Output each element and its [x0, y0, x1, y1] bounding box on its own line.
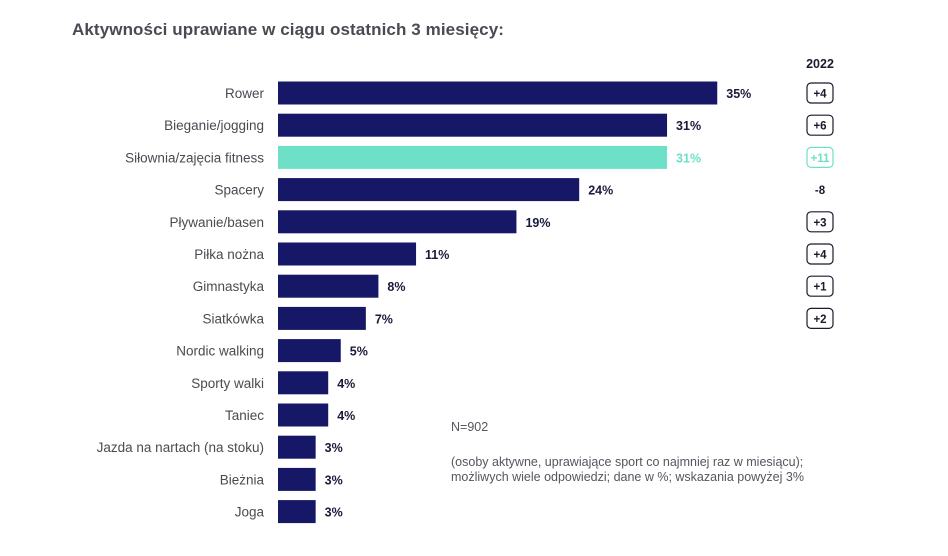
bar — [278, 242, 417, 266]
change-badge-box — [806, 82, 834, 104]
change-badge-box — [806, 146, 834, 168]
value-label: 3% — [325, 441, 343, 455]
category-label: Siatkówka — [202, 311, 264, 326]
bar — [278, 371, 329, 395]
bar — [278, 178, 580, 202]
bar — [278, 274, 379, 298]
bar — [278, 210, 517, 234]
category-label: Jazda na nartach (na stoku) — [97, 440, 264, 455]
category-label: Bieganie/jogging — [164, 118, 264, 133]
change-label: +3 — [813, 217, 826, 229]
bar — [278, 145, 668, 169]
category-label: Pływanie/basen — [169, 215, 264, 230]
value-label: 31% — [676, 151, 701, 165]
bar — [278, 306, 366, 330]
value-label: 3% — [325, 506, 343, 520]
value-label: 4% — [337, 409, 355, 423]
value-label: 4% — [337, 377, 355, 391]
bar-rows: Rower 35% +4 Bieganie/jogging 31% +6 Siłownia/… — [97, 81, 834, 524]
change-label: +4 — [813, 250, 827, 262]
change-label: +1 — [813, 282, 827, 294]
category-label: Rower — [225, 86, 265, 101]
category-label: Gimnastyka — [193, 279, 265, 294]
change-badge-box — [806, 275, 834, 297]
category-label: Joga — [235, 505, 265, 520]
value-label: 24% — [588, 184, 613, 198]
note-description: (osoby aktywne, uprawiające sport co naj… — [451, 455, 804, 484]
value-label: 5% — [350, 345, 368, 359]
sample-size: N=902 — [451, 420, 489, 434]
category-label: Bieżnia — [220, 472, 265, 487]
bar — [278, 435, 316, 459]
value-label: 35% — [726, 87, 751, 101]
bar — [278, 81, 718, 105]
category-label: Taniec — [225, 408, 264, 423]
category-label: Sporty walki — [191, 376, 264, 391]
bar — [278, 113, 668, 137]
change-label: +4 — [813, 89, 827, 101]
category-label: Spacery — [214, 183, 264, 198]
change-label: +6 — [813, 121, 826, 133]
category-label: Piłka nożna — [194, 247, 264, 262]
value-label: 19% — [525, 216, 550, 230]
value-label: 7% — [375, 312, 393, 326]
change-label: +2 — [813, 314, 826, 326]
change-label: -8 — [815, 185, 826, 197]
bar — [278, 339, 341, 363]
change-badge-box — [806, 243, 834, 265]
value-label: 8% — [387, 280, 405, 294]
category-label: Siłownia/zajęcia fitness — [125, 150, 264, 165]
category-label: Nordic walking — [176, 344, 264, 359]
bar — [278, 467, 316, 491]
value-label: 3% — [325, 473, 343, 487]
value-label: 31% — [676, 119, 701, 133]
chart-title: Aktywności uprawiane w ciągu ostatnich 3… — [72, 20, 505, 39]
comparison-header: 2022 — [806, 57, 834, 71]
change-badge-box — [806, 307, 834, 329]
change-badge-box — [806, 114, 834, 136]
change-label: +11 — [811, 153, 830, 165]
chart-note: N=902 (osoby aktywne, uprawiające sport … — [451, 420, 811, 485]
value-label: 11% — [425, 248, 449, 262]
bar — [278, 500, 316, 524]
bar — [278, 403, 329, 427]
change-badge-box — [806, 211, 834, 233]
